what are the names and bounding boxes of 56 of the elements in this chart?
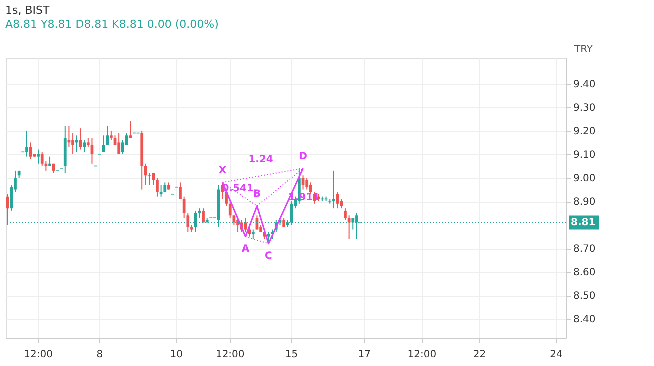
- x-tick-label: 10: [170, 350, 184, 360]
- candlestick: [129, 121, 132, 138]
- y-tick-label: 8.90: [574, 197, 596, 208]
- y-tick-label: 8.50: [574, 291, 596, 302]
- annotation: X: [218, 166, 227, 177]
- candlestick: [29, 142, 32, 160]
- y-axis-title: TRY: [574, 44, 594, 56]
- candlestick: [179, 182, 182, 200]
- x-tick-label: 15: [285, 350, 298, 360]
- y-tick-label: 8.70: [574, 244, 596, 256]
- candlestick: [228, 201, 232, 218]
- chart-subtitle: A8.81 Y8.81 D8.81 K8.81 0.00 (0.00%): [6, 18, 219, 31]
- chart-title: 1s, BIST: [6, 4, 50, 17]
- y-tick-label: 9.20: [574, 126, 596, 138]
- candlestick: [121, 140, 124, 155]
- y-tick-label: 9.10: [574, 150, 596, 161]
- y-tick-label: 8.60: [574, 268, 596, 279]
- candlestick: [106, 126, 110, 146]
- annotation: A: [242, 244, 250, 255]
- candlestick: [310, 182, 312, 195]
- candlestick: [26, 130, 28, 158]
- candlestick: [110, 130, 113, 141]
- y-tick-label: 9.40: [574, 79, 596, 90]
- y-tick-label: 9.00: [574, 174, 596, 184]
- candlestick: [282, 218, 286, 228]
- y-tick-label: 8.40: [574, 314, 596, 326]
- annotation: D: [299, 152, 308, 163]
- candlestick: [83, 140, 86, 153]
- candlestick: [156, 178, 159, 198]
- x-tick-label: 17: [358, 350, 372, 360]
- candlestick: [144, 163, 148, 186]
- candlestick: [306, 178, 309, 190]
- candlestick: [267, 232, 270, 242]
- x-tick-label: 12:00: [216, 350, 245, 360]
- candlestick: [244, 218, 248, 233]
- candlestick: [72, 132, 74, 155]
- x-tick-label: 12:00: [24, 350, 53, 360]
- annotation: C: [265, 250, 272, 262]
- candlestick: [37, 149, 40, 164]
- candlestick: [118, 132, 121, 155]
- x-tick-label: 8: [96, 350, 104, 360]
- candlestick: [252, 229, 255, 240]
- candlestick: [332, 170, 336, 210]
- y-tick-label: 9.30: [574, 102, 596, 114]
- candlestick: [160, 184, 163, 198]
- x-tick-label: 12:00: [408, 350, 437, 360]
- candlestick: [344, 208, 347, 221]
- candlestick: [40, 152, 44, 167]
- ref-line-label: 8.81: [571, 218, 596, 229]
- annotation: 1.24: [248, 154, 274, 166]
- candlestick: [148, 172, 152, 186]
- annotation: B: [253, 189, 262, 200]
- x-tick-label: 24: [550, 350, 563, 360]
- x-tick-label: 22: [473, 350, 486, 360]
- candlestick: [202, 208, 205, 224]
- candlestick: [6, 194, 10, 226]
